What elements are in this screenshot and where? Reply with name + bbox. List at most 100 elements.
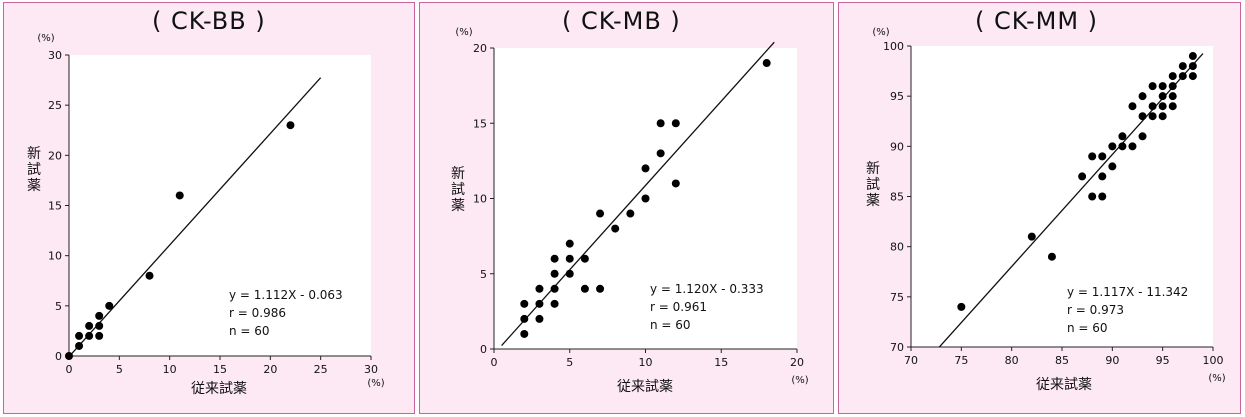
data-point xyxy=(671,119,680,128)
data-point xyxy=(1098,192,1107,201)
data-point xyxy=(656,119,665,128)
stats-annotation: n = 60 xyxy=(229,324,270,338)
regression-line xyxy=(68,77,322,358)
data-point xyxy=(1088,192,1097,201)
x-tick-label: 100 xyxy=(1203,354,1224,367)
y-axis-label-char: 薬 xyxy=(27,178,41,194)
data-point xyxy=(596,209,605,218)
y-tick-label: 80 xyxy=(890,241,904,254)
data-point xyxy=(762,59,771,68)
data-point xyxy=(535,314,544,323)
x-tick-label: 80 xyxy=(1005,354,1019,367)
data-point xyxy=(95,311,104,320)
data-point xyxy=(85,321,94,330)
x-tick-label: 30 xyxy=(364,363,378,376)
x-axis-label: 従来試薬 xyxy=(191,381,247,397)
x-tick-label: 15 xyxy=(213,363,227,376)
y-tick-label: 25 xyxy=(48,99,62,112)
scatter-plot-ck-mm: 70 75 80 85 90 95 100 70 75 80 85 90 95 100 (%) (%) 従来試薬… xyxy=(866,27,1226,393)
chart-title: ( CK-MM ) xyxy=(975,7,1099,35)
x-unit-label: (%) xyxy=(367,378,384,389)
data-point xyxy=(1138,132,1147,141)
stats-annotation: r = 0.986 xyxy=(229,306,286,320)
y-tick-label: 0 xyxy=(55,350,62,363)
data-point xyxy=(1178,72,1187,81)
data-point xyxy=(1047,252,1056,261)
y-tick-label: 70 xyxy=(890,341,904,354)
regression-line xyxy=(501,41,775,347)
data-point xyxy=(1088,152,1097,161)
data-point xyxy=(65,352,73,360)
y-tick-label: 5 xyxy=(480,268,487,281)
data-point xyxy=(656,149,665,158)
data-point xyxy=(580,254,589,263)
stats-annotation: y = 1.120X - 0.333 xyxy=(650,282,764,296)
data-point xyxy=(626,209,635,218)
y-axis-label-char: 試 xyxy=(451,182,465,198)
data-point xyxy=(75,341,84,350)
y-tick-label: 75 xyxy=(890,291,904,304)
data-point xyxy=(286,121,295,130)
data-point xyxy=(957,302,966,311)
data-point xyxy=(520,329,529,338)
data-point xyxy=(1158,102,1167,111)
y-tick-label: 85 xyxy=(890,191,904,204)
y-axis-label: 新試薬 xyxy=(451,166,465,214)
x-tick-label: 5 xyxy=(566,356,573,369)
data-point xyxy=(1168,82,1177,91)
data-point xyxy=(580,284,589,293)
data-point xyxy=(1098,152,1107,161)
y-axis-label-char: 薬 xyxy=(451,198,465,214)
data-point xyxy=(95,321,104,330)
x-axis-label: 従来試薬 xyxy=(617,379,673,395)
data-point xyxy=(1158,112,1167,121)
x-tick-label: 5 xyxy=(116,363,123,376)
x-tick-label: 20 xyxy=(263,363,277,376)
data-point xyxy=(611,224,620,233)
data-point xyxy=(1078,172,1087,181)
x-tick-label: 10 xyxy=(163,363,177,376)
y-axis-label-char: 新 xyxy=(27,146,41,162)
data-point xyxy=(1128,102,1137,111)
data-point xyxy=(550,284,559,293)
y-axis-label-char: 試 xyxy=(27,162,41,178)
data-point xyxy=(641,164,650,173)
data-point xyxy=(1148,102,1157,111)
data-point xyxy=(175,191,184,200)
data-point xyxy=(95,331,104,340)
panel-ck-mb: ( CK-MB ) 0 5 10 15 20 0 5 10 15 20 (%) (%) 従来試薬 新試薬 y… xyxy=(419,2,834,414)
data-point xyxy=(671,179,680,188)
scatter-plot-ck-bb: 0 5 10 15 20 25 30 0 5 10 15 20 25 30 (%) (%) 従来試薬 新試薬 y =… xyxy=(27,33,385,397)
y-axis-label: 新試薬 xyxy=(866,161,880,209)
x-tick-label: 90 xyxy=(1105,354,1119,367)
chart-title: ( CK-MB ) xyxy=(562,7,681,35)
y-tick-label: 20 xyxy=(48,149,62,162)
data-point xyxy=(550,269,559,278)
stats-annotation: r = 0.961 xyxy=(650,300,707,314)
x-unit-label: (%) xyxy=(1208,373,1225,384)
x-tick-label: 75 xyxy=(954,354,968,367)
regression-line xyxy=(938,53,1204,348)
data-point xyxy=(641,194,650,203)
panel-ck-mm: ( CK-MM ) 70 75 80 85 90 95 100 70 75 80 85 90 95 100… xyxy=(838,2,1241,414)
data-point xyxy=(85,331,94,340)
x-tick-label: 95 xyxy=(1156,354,1170,367)
data-point xyxy=(520,299,529,308)
y-axis-label-char: 薬 xyxy=(866,193,880,209)
data-point xyxy=(1158,82,1167,91)
data-point xyxy=(565,239,574,248)
data-point xyxy=(1098,172,1107,181)
y-axis-label-char: 試 xyxy=(866,177,880,193)
data-point xyxy=(520,314,529,323)
data-point xyxy=(1118,142,1127,151)
data-point xyxy=(1178,62,1187,71)
data-point xyxy=(535,284,544,293)
x-tick-label: 85 xyxy=(1055,354,1069,367)
data-point xyxy=(1118,132,1127,141)
y-axis-label-char: 新 xyxy=(866,161,880,177)
data-point xyxy=(1148,112,1157,121)
y-tick-label: 100 xyxy=(883,40,904,53)
y-tick-label: 30 xyxy=(48,49,62,62)
data-point xyxy=(75,331,84,340)
chart-title: ( CK-BB ) xyxy=(152,7,266,35)
